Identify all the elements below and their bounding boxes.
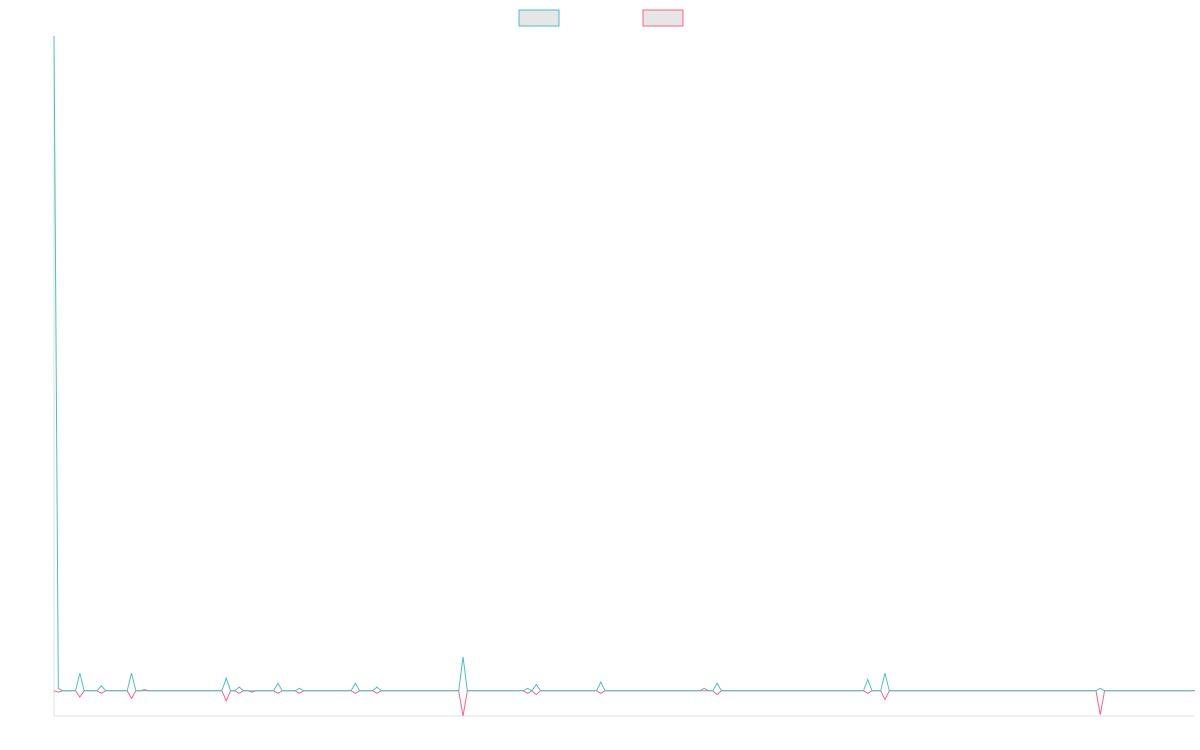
legend-swatch <box>518 9 560 27</box>
legend-swatch <box>642 9 684 27</box>
series-line <box>53 690 1195 717</box>
series-line <box>53 35 1195 692</box>
